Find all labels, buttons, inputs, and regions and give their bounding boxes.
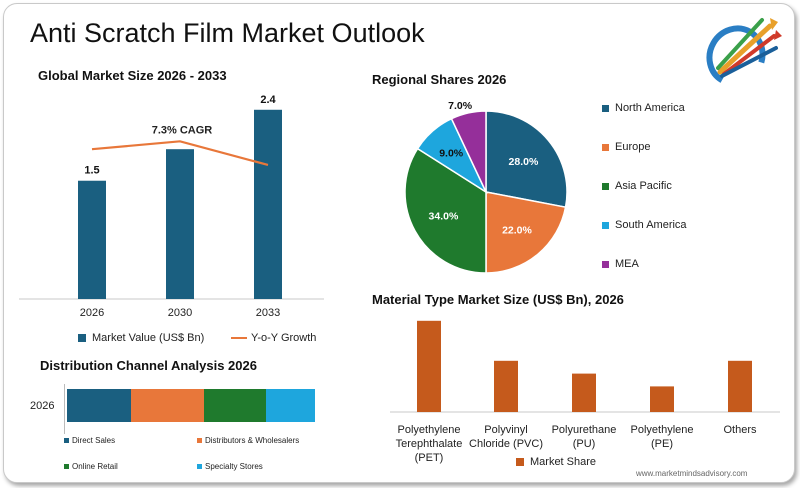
material-tick-line: Others (723, 424, 757, 436)
global-yoy-line (91, 140, 269, 167)
pie-legend-item: North America (602, 102, 685, 114)
global-market-chart: 1.5 2026 2030 2.4 2033 7.3% CAGR (19, 94, 324, 319)
material-tick-line: Polyethylene (631, 424, 694, 436)
material-tick-4: Others (723, 424, 757, 436)
logo-icon (706, 18, 782, 87)
pie-legend-swatch (602, 260, 609, 268)
pie-legend-swatch (602, 104, 609, 112)
material-tick-2: Polyurethane (PU) (552, 424, 617, 450)
pie-label-north-america: 28.0% (509, 156, 539, 168)
legend-market-share-label: Market Share (530, 456, 597, 468)
pie-legend-label: Asia Pacific (615, 180, 672, 192)
distribution-legend-label: Direct Sales (72, 436, 116, 445)
legend-market-share: Market Share (516, 456, 596, 468)
material-bar-chart: Polyethylene Terephthalate (PET) Polyvinyl C… (390, 320, 780, 464)
material-tick-line: Polyurethane (552, 424, 617, 436)
legend-swatch-bar (78, 334, 86, 342)
distribution-legend-item: Distributors & Wholesalers (197, 436, 299, 445)
distribution-legend-label: Specialty Stores (205, 462, 263, 471)
distribution-legend-item: Online Retail (64, 462, 118, 471)
legend-market-value-label: Market Value (US$ Bn) (92, 332, 205, 344)
distribution-segment-specialty-stores (265, 389, 315, 422)
pie-slice-north-america (485, 110, 568, 209)
distribution-legend-swatch (64, 438, 69, 443)
distribution-legend-swatch (197, 438, 202, 443)
pie-legend-swatch (602, 182, 609, 190)
material-bar-1 (494, 360, 518, 412)
pie-legend-label: MEA (615, 258, 639, 270)
pie-legend-label: Europe (615, 141, 651, 153)
global-value-label-2033: 2.4 (260, 94, 276, 106)
distribution-legend-swatch (197, 464, 202, 469)
material-bar-3 (650, 386, 674, 412)
pie-legend-label: South America (615, 219, 687, 231)
pie-legend-item: Asia Pacific (602, 180, 672, 192)
material-tick-line: (PET) (415, 452, 444, 464)
pie-legend-item: MEA (602, 258, 639, 270)
material-tick-line: (PE) (651, 438, 673, 450)
material-tick-1: Polyvinyl Chloride (PVC) (469, 424, 543, 450)
legend-yoy-label: Y-o-Y Growth (251, 332, 317, 344)
material-bar-2 (572, 373, 596, 412)
material-tick-line: Chloride (PVC) (469, 438, 543, 450)
distribution-segment-direct-sales (67, 389, 131, 422)
global-bar-2030 (166, 149, 194, 299)
material-tick-line: Polyethylene (398, 424, 461, 436)
global-tick-2030: 2030 (168, 307, 192, 319)
material-tick-line: (PU) (573, 438, 596, 450)
distribution-segment-online-retail (204, 389, 266, 422)
pie-slice-europe (485, 191, 567, 274)
material-tick-0: Polyethylene Terephthalate (PET) (396, 424, 463, 464)
pie-legend-label: North America (615, 102, 685, 114)
legend-swatch-material (516, 458, 524, 466)
regional-pie-chart: 28.0% 22.0% 34.0% 9.0% 7.0% (404, 100, 568, 274)
global-cagr-annotation: 7.3% CAGR (152, 124, 213, 136)
distribution-stacked-bar (67, 389, 315, 422)
pie-label-mea: 7.0% (448, 100, 473, 112)
dashboard-frame: Anti Scratch Film Market Outlook Global … (3, 3, 795, 483)
pie-label-asia-pacific: 34.0% (429, 210, 459, 222)
distribution-legend-swatch (64, 464, 69, 469)
pie-legend-item: Europe (602, 141, 650, 153)
footer-url: www.marketmindsadvisory.com (636, 469, 748, 478)
material-tick-line: Terephthalate (396, 438, 463, 450)
global-tick-2026: 2026 (80, 307, 104, 319)
page-title: Anti Scratch Film Market Outlook (30, 18, 425, 48)
material-tick-line: Polyvinyl (484, 424, 527, 436)
global-bar-2033 (254, 109, 282, 299)
legend-market-value: Market Value (US$ Bn) (78, 332, 204, 344)
global-value-label-2026: 1.5 (84, 165, 99, 177)
legend-yoy-growth: Y-o-Y Growth (231, 332, 316, 344)
distribution-chart-title: Distribution Channel Analysis 2026 (40, 358, 257, 373)
global-bar-2026 (78, 180, 106, 299)
distribution-legend-item: Direct Sales (64, 436, 115, 445)
distribution-axis (64, 384, 65, 434)
material-bar-4 (728, 360, 752, 412)
material-chart-title: Material Type Market Size (US$ Bn), 2026 (372, 292, 624, 307)
pie-slice-mea (450, 110, 487, 193)
global-tick-2033: 2033 (256, 307, 280, 319)
distribution-legend-label: Distributors & Wholesalers (205, 436, 300, 445)
pie-label-europe: 22.0% (502, 224, 532, 236)
distribution-legend-item: Specialty Stores (197, 462, 263, 471)
pie-legend-item: South America (602, 219, 687, 231)
distribution-legend-label: Online Retail (72, 462, 118, 471)
distribution-category-label: 2026 (30, 400, 55, 412)
pie-legend-swatch (602, 221, 609, 229)
material-bar-0 (417, 320, 441, 412)
pie-label-south-america: 9.0% (439, 148, 464, 160)
distribution-segment-distributors-wholesalers (130, 389, 205, 422)
material-tick-3: Polyethylene (PE) (631, 424, 694, 450)
legend-swatch-line (231, 337, 247, 339)
global-chart-title: Global Market Size 2026 - 2033 (38, 68, 227, 83)
regional-chart-title: Regional Shares 2026 (372, 72, 507, 87)
pie-legend-swatch (602, 143, 609, 151)
